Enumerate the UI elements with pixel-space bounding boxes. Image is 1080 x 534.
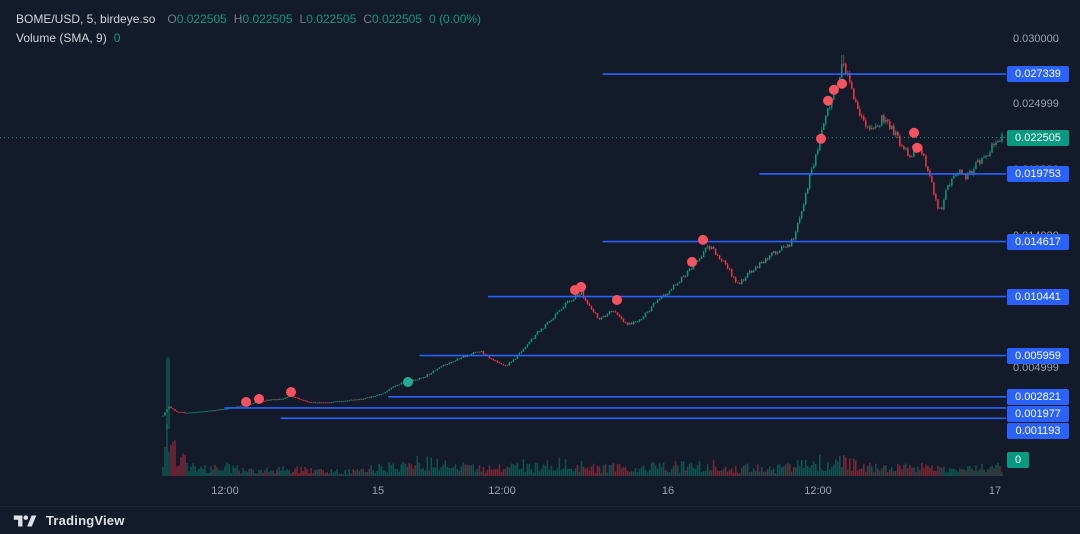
sell-marker-dot [611, 294, 622, 305]
ohlc-high: H0.022505 [233, 12, 293, 26]
price-level-badge: 0.002821 [1007, 388, 1069, 405]
change-value: 0 (0.00%) [429, 12, 482, 26]
volume-axis-badge: 0 [1007, 452, 1029, 468]
tradingview-logo-icon [13, 514, 37, 527]
candle-bodies-up [162, 63, 1003, 417]
sell-marker-dot [912, 142, 923, 153]
price-axis[interactable]: 0.0300000.0249990.0199990.0149990.009999… [1006, 0, 1080, 478]
chart-plot-area[interactable] [0, 0, 1006, 478]
sell-marker-dot [837, 78, 848, 89]
price-level-badge: 0.001977 [1007, 405, 1069, 422]
sell-marker-dot [697, 234, 708, 245]
time-axis-label: 12:00 [211, 485, 239, 497]
sell-marker-dot [687, 256, 698, 267]
footer-bar: TradingView [0, 506, 1080, 534]
price-tick-label: 0.024999 [1013, 98, 1059, 111]
symbol-title[interactable]: BOME/USD, 5, birdeye.so [16, 12, 156, 26]
price-level-badge: 0.005959 [1007, 347, 1069, 364]
price-tick-label: 0.030000 [1013, 32, 1059, 45]
volume-study-label[interactable]: Volume (SMA, 9) [16, 31, 107, 45]
sell-marker-dot [241, 397, 252, 408]
ohlc-close: C0.022505 [363, 12, 423, 26]
sell-marker-dot [909, 127, 920, 138]
tradingview-brand-text: TradingView [46, 513, 125, 528]
sell-marker-dot [815, 133, 826, 144]
price-level-badge: 0.010441 [1007, 288, 1069, 305]
volume-bars-down [170, 440, 1001, 476]
volume-value: 0 [113, 31, 121, 45]
sell-marker-dot [286, 386, 297, 397]
price-level-badge: 0.001193 [1007, 422, 1069, 439]
tradingview-logo-link[interactable]: TradingView [12, 513, 125, 529]
time-axis-label: 16 [661, 485, 675, 497]
candle-wicks-down [170, 54, 1001, 413]
time-axis[interactable]: 12:00 15 12:00 16 12:00 17 [0, 478, 1006, 506]
ohlc-open: O0.022505 [167, 12, 227, 26]
sell-marker-dot [576, 281, 587, 292]
time-axis-label: 15 [371, 485, 385, 497]
candlestick-chart[interactable] [0, 0, 1006, 478]
sell-marker-dot [828, 84, 839, 95]
price-tick-label: 0.004999 [1013, 361, 1059, 374]
sell-marker-dot [823, 95, 834, 106]
price-level-badge: 0.014617 [1007, 233, 1069, 250]
chart-legend: BOME/USD, 5, birdeye.so O0.022505 H0.02250… [16, 10, 481, 48]
current-price-badge: 0.022505 [1007, 129, 1069, 146]
time-axis-label: 17 [988, 485, 1002, 497]
buy-marker-dot [403, 376, 414, 387]
ohlc-low: L0.022505 [299, 12, 357, 26]
candle-bodies-down [170, 63, 1001, 414]
price-level-badge: 0.027339 [1007, 66, 1069, 83]
time-axis-label: 12:00 [488, 485, 516, 497]
volume-bars-up [162, 424, 1003, 476]
time-axis-label: 12:00 [804, 485, 832, 497]
sell-marker-dot [254, 393, 265, 404]
symbol-legend-row: BOME/USD, 5, birdeye.so O0.022505 H0.02250… [16, 10, 481, 29]
volume-legend-row: Volume (SMA, 9) 0 [16, 29, 481, 48]
price-level-badge: 0.019753 [1007, 165, 1069, 182]
